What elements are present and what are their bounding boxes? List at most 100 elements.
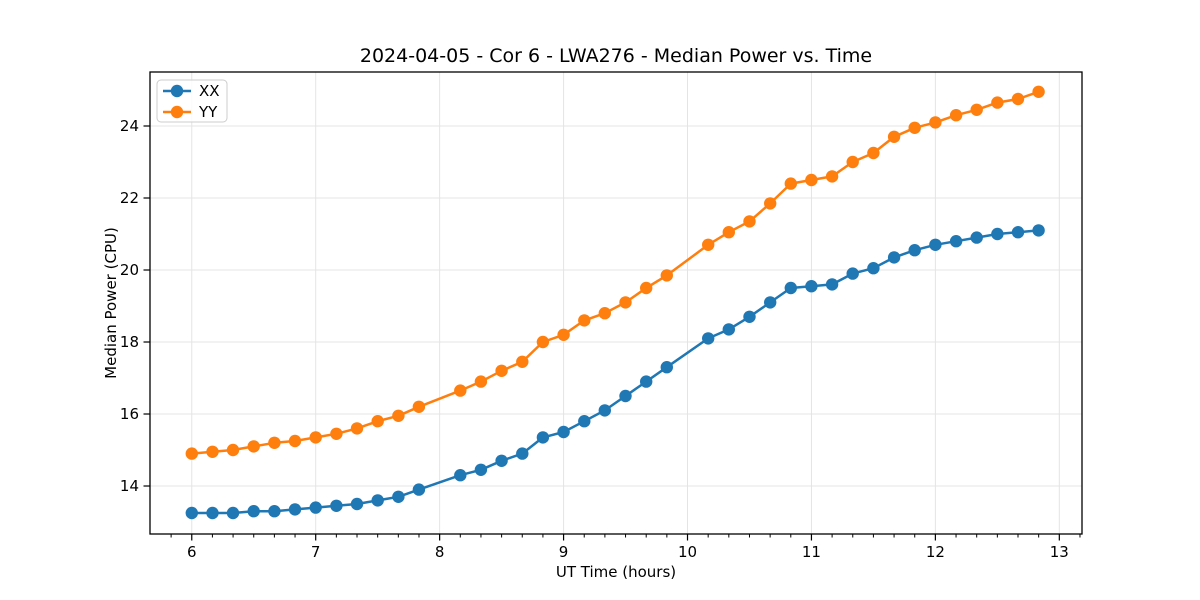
data-point-yy [991, 96, 1004, 109]
data-point-xx [247, 505, 260, 518]
series-line-yy [190, 90, 1040, 455]
data-point-yy [619, 296, 632, 309]
data-point-xx [991, 227, 1004, 241]
data-point-yy [247, 440, 260, 453]
data-point-xx [970, 231, 983, 244]
data-point-yy [268, 436, 281, 449]
plot-border [149, 71, 1083, 535]
data-point-yy [660, 269, 673, 282]
data-point-xx [825, 278, 839, 291]
data-point-yy [309, 431, 322, 444]
data-point-yy [392, 409, 405, 422]
y-tick-label: 18 [120, 333, 139, 351]
data-point-xx [805, 280, 818, 293]
data-point-xx [288, 503, 302, 516]
data-point-yy [702, 238, 715, 251]
data-point-xx [412, 483, 426, 496]
data-point-xx [949, 235, 963, 248]
x-tick-label: 10 [678, 543, 697, 561]
data-point-yy [206, 445, 219, 458]
data-point-xx [1032, 224, 1045, 237]
data-point-yy [887, 130, 901, 143]
data-point-yy [557, 328, 570, 341]
data-point-xx [474, 463, 488, 476]
data-point-xx [371, 494, 384, 507]
x-tick-label: 6 [187, 543, 197, 561]
x-axis-label: UT Time (hours) [555, 563, 677, 581]
y-tick-label: 22 [120, 189, 139, 207]
series-line-xx [190, 229, 1040, 515]
legend-marker-yy [170, 105, 184, 119]
x-tick-label: 13 [1050, 543, 1069, 561]
data-point-yy [412, 400, 426, 413]
data-point-yy [1011, 92, 1025, 106]
data-point-yy [784, 177, 797, 190]
data-point-xx [206, 506, 219, 520]
data-point-xx [516, 447, 529, 460]
data-point-xx [557, 425, 570, 439]
data-point-xx [268, 505, 281, 518]
data-point-yy [288, 434, 302, 448]
x-tick-label: 7 [311, 543, 321, 561]
legend-marker-xx [170, 84, 184, 98]
data-point-yy [226, 443, 240, 457]
data-point-yy [722, 226, 735, 239]
data-point-yy [970, 103, 983, 117]
data-point-yy [743, 215, 756, 228]
data-point-xx [619, 389, 632, 403]
data-point-xx [309, 501, 322, 514]
data-point-xx [330, 499, 343, 512]
data-point-xx [887, 251, 901, 264]
data-point-xx [454, 469, 467, 482]
data-point-xx [743, 310, 756, 323]
legend: XX YY [156, 79, 228, 123]
data-point-yy [536, 335, 550, 349]
data-point-xx [702, 332, 715, 345]
data-point-yy [371, 415, 384, 428]
data-point-xx [660, 361, 673, 374]
data-point-yy [949, 109, 963, 122]
x-tick-label: 12 [926, 543, 945, 561]
data-point-xx [867, 262, 880, 275]
data-point-yy [640, 281, 653, 295]
data-point-xx [185, 506, 198, 520]
chart-title: 2024-04-05 - Cor 6 - LWA276 - Median Pow… [359, 45, 873, 67]
data-point-xx [784, 281, 797, 295]
data-point-xx [908, 244, 921, 257]
x-tick-label: 11 [802, 543, 821, 561]
data-point-xx [598, 404, 611, 417]
data-point-yy [846, 155, 859, 169]
data-point-yy [805, 173, 818, 187]
y-tick-label: 24 [120, 117, 139, 135]
y-tick-label: 14 [120, 477, 139, 495]
legend-label: XX [199, 82, 220, 100]
data-point-xx [578, 415, 591, 428]
data-point-xx [1011, 226, 1025, 239]
y-tick-label: 20 [120, 261, 139, 279]
data-point-yy [764, 197, 777, 210]
data-point-yy [185, 447, 198, 460]
data-point-xx [846, 267, 859, 280]
legend-label: YY [198, 103, 218, 121]
data-point-yy [825, 170, 839, 183]
data-point-yy [908, 121, 921, 134]
data-point-yy [495, 364, 508, 377]
data-point-yy [929, 116, 942, 129]
data-point-yy [1032, 85, 1045, 99]
data-point-yy [350, 422, 364, 435]
data-point-xx [392, 490, 405, 503]
data-point-xx [764, 296, 777, 309]
data-point-xx [350, 497, 364, 511]
x-tick-label: 8 [435, 543, 445, 561]
data-point-yy [867, 146, 880, 160]
data-point-yy [330, 427, 343, 440]
data-point-xx [640, 375, 653, 388]
data-point-yy [578, 314, 591, 327]
y-tick-label: 16 [120, 405, 139, 423]
data-point-yy [454, 384, 467, 397]
data-point-yy [598, 307, 611, 320]
data-point-xx [226, 506, 240, 520]
data-point-xx [722, 323, 735, 336]
